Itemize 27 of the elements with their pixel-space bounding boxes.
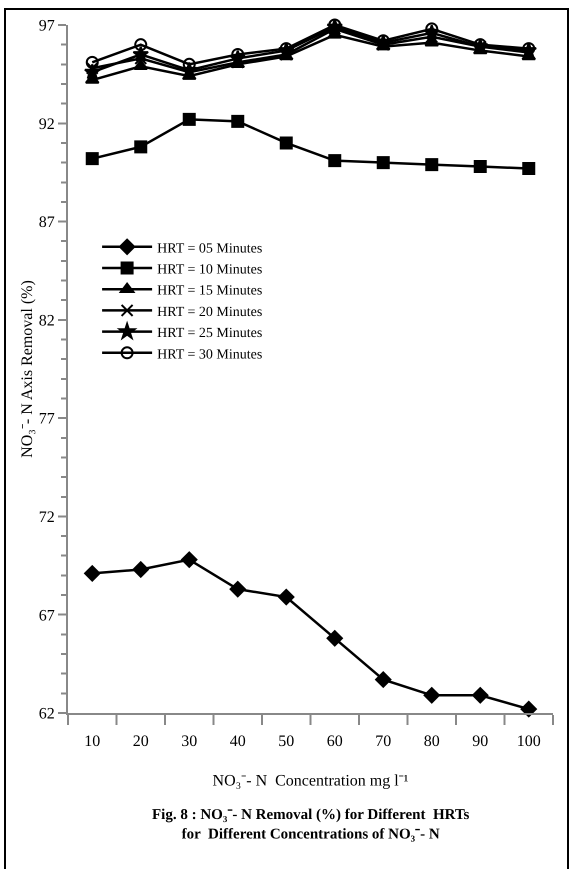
x-tick-label: 40 [230,733,246,750]
x-tick-label: 70 [375,733,392,750]
legend-label: HRT = 30 Minutes [157,347,262,362]
x-tick-label: 10 [84,733,100,750]
y-tick-label: 87 [38,214,55,232]
x-tick-label: 90 [472,733,488,750]
x-tick-label: 50 [278,733,294,750]
x-tick-label: 20 [132,733,149,750]
x-tick-label: 100 [516,733,541,750]
legend-label: HRT = 20 Minutes [157,304,262,320]
y-tick-label: 77 [38,410,55,428]
y-tick-label: 62 [38,706,55,723]
y-tick-label: 82 [38,312,55,330]
y-axis-title: NO₃⁻- N Axis Removal (%) [19,280,36,458]
x-tick-label: 30 [181,733,198,750]
y-tick-label: 92 [38,116,55,133]
x-tick-label: 60 [326,733,343,750]
legend-label: HRT = 15 Minutes [157,284,262,299]
legend-label: HRT = 05 Minutes [157,241,262,256]
y-tick-label: 97 [38,18,55,35]
legend-label: HRT = 25 Minutes [157,326,262,342]
y-tick-label: 72 [38,509,55,526]
legend-label: HRT = 10 Minutes [157,262,262,278]
y-tick-label: 67 [38,607,55,624]
x-tick-label: 80 [424,733,440,750]
text: Fig. 8 : NO₃⁻- N Removal (%) for Different HRTs for Different Concentrations of NO₃⁻- N [152,807,470,842]
x-axis-title: NO₃⁻- N Concentration mg l⁻¹ [212,772,409,790]
